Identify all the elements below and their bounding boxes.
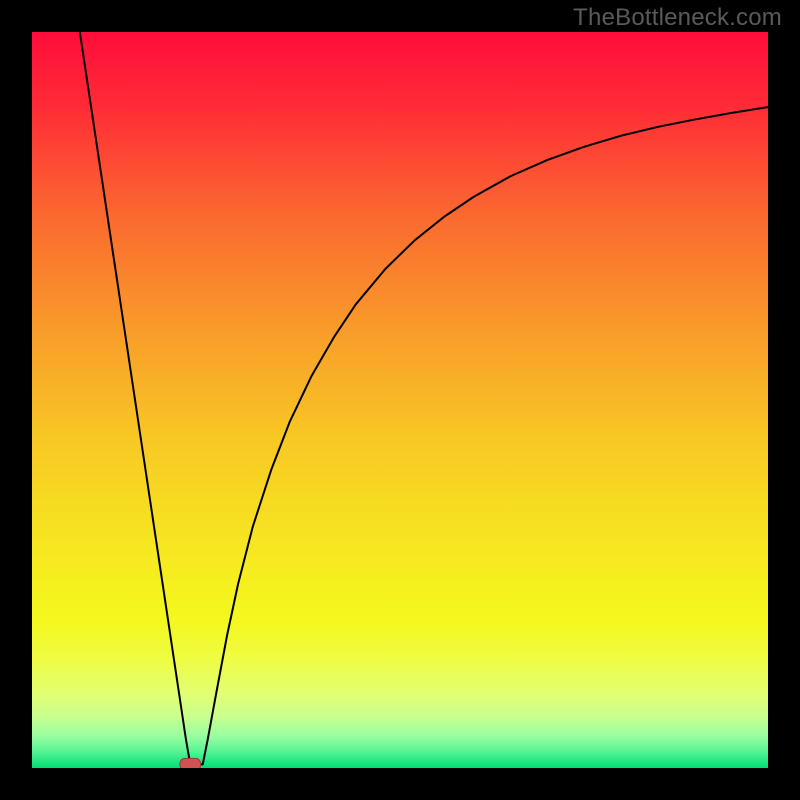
watermark-text: TheBottleneck.com [573, 4, 782, 32]
minimum-marker [180, 758, 201, 768]
chart-background [32, 32, 768, 768]
plot-area [32, 32, 768, 768]
bottleneck-chart [32, 32, 768, 768]
